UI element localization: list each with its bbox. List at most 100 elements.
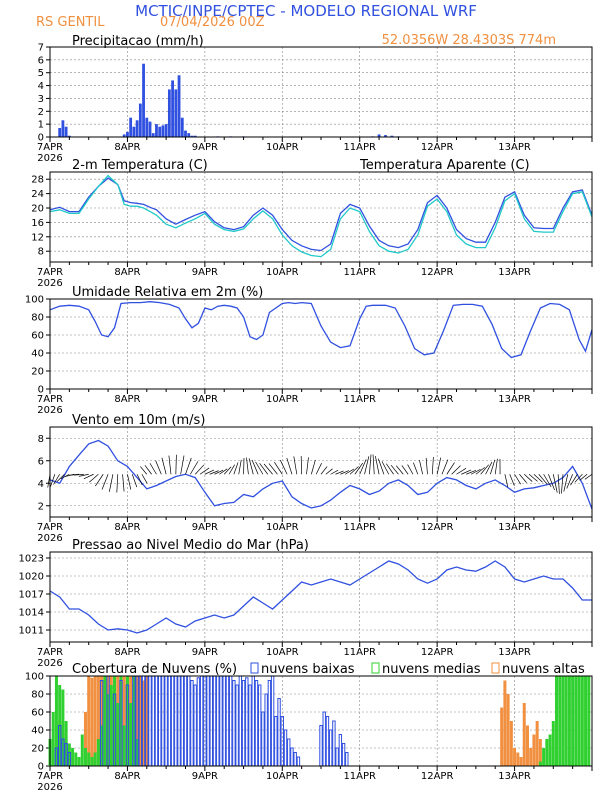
wind-vector — [122, 474, 125, 492]
low-cloud-bar — [283, 729, 288, 767]
wind-vector — [557, 474, 560, 494]
y-tick-label: 80 — [31, 690, 44, 701]
panel-title: 2-m Temperatura (C) — [72, 158, 208, 173]
medium-cloud-bar — [551, 721, 555, 766]
wind-vector — [74, 473, 84, 476]
wind-vector — [524, 473, 533, 482]
y-tick-label: 12 — [31, 232, 44, 243]
medium-cloud-bar — [577, 676, 581, 766]
legend-swatch-high — [491, 662, 500, 674]
y-tick-label: 20 — [31, 367, 44, 378]
wind-vector — [56, 473, 65, 482]
precip-bar — [193, 135, 197, 137]
wind-vector — [548, 474, 555, 491]
y-tick-label: 24 — [31, 189, 44, 200]
legend-low-clouds: nuvens baixas — [261, 662, 355, 677]
wind-vector — [228, 464, 235, 475]
wind-vector — [390, 464, 399, 475]
medium-cloud-bar — [54, 676, 58, 766]
x-tick-label: 12APR — [421, 647, 454, 658]
x-tick-label: 11APR — [343, 771, 376, 782]
header: MCTIC/INPE/CPTEC - MODELO REGIONAL WRF R… — [36, 2, 556, 48]
precip-bar — [126, 131, 129, 137]
y-tick-label: 20 — [31, 744, 44, 755]
precip-bar — [187, 133, 191, 137]
y-tick-label: 1 — [38, 120, 44, 131]
x-tick-label: 10APR — [266, 267, 299, 278]
wind-vector — [286, 457, 293, 475]
medium-cloud-bar — [548, 734, 552, 766]
precip-bar — [167, 89, 171, 137]
low-cloud-bar — [232, 680, 236, 767]
medium-cloud-bar — [67, 743, 71, 766]
header-run-time: 07/04/2026 00Z — [160, 15, 265, 30]
medium-cloud-bar — [96, 739, 100, 766]
medium-cloud-bar — [571, 676, 575, 766]
wind-vector — [533, 473, 543, 483]
x-tick-label: 13APR — [498, 267, 531, 278]
wind-vector — [574, 474, 583, 483]
y-tick-label: 1014 — [19, 608, 44, 619]
low-cloud-bar — [196, 677, 201, 767]
wind-vector — [180, 455, 185, 475]
panel-title: Cobertura de Nuvens (%) — [72, 662, 237, 677]
wind-vector — [401, 465, 409, 475]
x-tick-label: 9APR — [192, 267, 218, 278]
y-tick-label: 8 — [38, 434, 44, 445]
low-cloud-bar — [261, 711, 265, 767]
low-cloud-bar — [190, 680, 194, 767]
x-tick-label: 12APR — [421, 522, 454, 533]
medium-cloud-bar — [567, 676, 571, 766]
x-tick-label: 10APR — [266, 522, 299, 533]
wind-vector — [190, 461, 199, 475]
x-tick-label: 11APR — [343, 267, 376, 278]
panel-wind: Vento em 10m (m/s) 2 4 6 8 7APR 8APR 9APR 10APR… — [37, 413, 593, 544]
wind-vector — [475, 467, 486, 475]
wind-vector — [155, 460, 162, 475]
y-tick-label: 4 — [38, 479, 44, 490]
high-cloud-bar — [93, 676, 97, 766]
x-tick-label: 8APR — [114, 394, 140, 405]
precip-bar — [132, 126, 136, 137]
y-tick-label: 28 — [31, 175, 44, 186]
x-tick-label: 11APR — [343, 394, 376, 405]
low-cloud-bar — [177, 675, 181, 767]
wind-vector — [566, 474, 573, 489]
legend-high-clouds: nuvens altas — [502, 662, 585, 677]
medium-cloud-bar — [584, 676, 588, 766]
wind-vector — [209, 470, 219, 475]
high-cloud-bar — [519, 757, 523, 766]
legend-swatch-medium — [371, 662, 380, 674]
panel-pressure: Pressao ao Nivel Medio do Mar (hPa) 1011… — [19, 538, 593, 669]
medium-cloud-bar — [122, 725, 126, 766]
wind-vector — [490, 459, 496, 475]
y-tick-label: 40 — [31, 726, 44, 737]
wind-vector — [407, 464, 414, 475]
wind-vector — [519, 474, 527, 483]
high-cloud-bar — [513, 748, 517, 766]
wind-vector — [514, 474, 521, 485]
y-tick-label: 8 — [38, 247, 44, 258]
header-coords: 52.0356W 28.4303S 774m — [382, 33, 556, 48]
low-cloud-bar — [325, 716, 330, 767]
wind-vector — [579, 473, 588, 481]
low-cloud-bar — [274, 716, 278, 767]
panel-frame — [49, 171, 593, 263]
wind-vector — [219, 468, 228, 475]
wind-vector — [359, 459, 367, 475]
low-cloud-bar — [335, 747, 339, 767]
low-cloud-bar — [235, 684, 239, 767]
wind-vector — [425, 457, 428, 475]
medium-cloud-bar — [113, 676, 117, 766]
high-cloud-bar — [532, 734, 536, 766]
header-location: RS GENTIL — [36, 15, 105, 30]
apparent-temperature-line — [49, 174, 593, 258]
low-cloud-bar — [148, 675, 152, 767]
wind-vector — [274, 461, 283, 475]
precip-bar — [61, 120, 65, 137]
wind-vector — [446, 462, 455, 475]
low-cloud-bar — [345, 752, 349, 767]
panel-frame — [49, 298, 593, 390]
y-tick-label: 0 — [38, 762, 44, 773]
wind-vector — [223, 466, 232, 475]
